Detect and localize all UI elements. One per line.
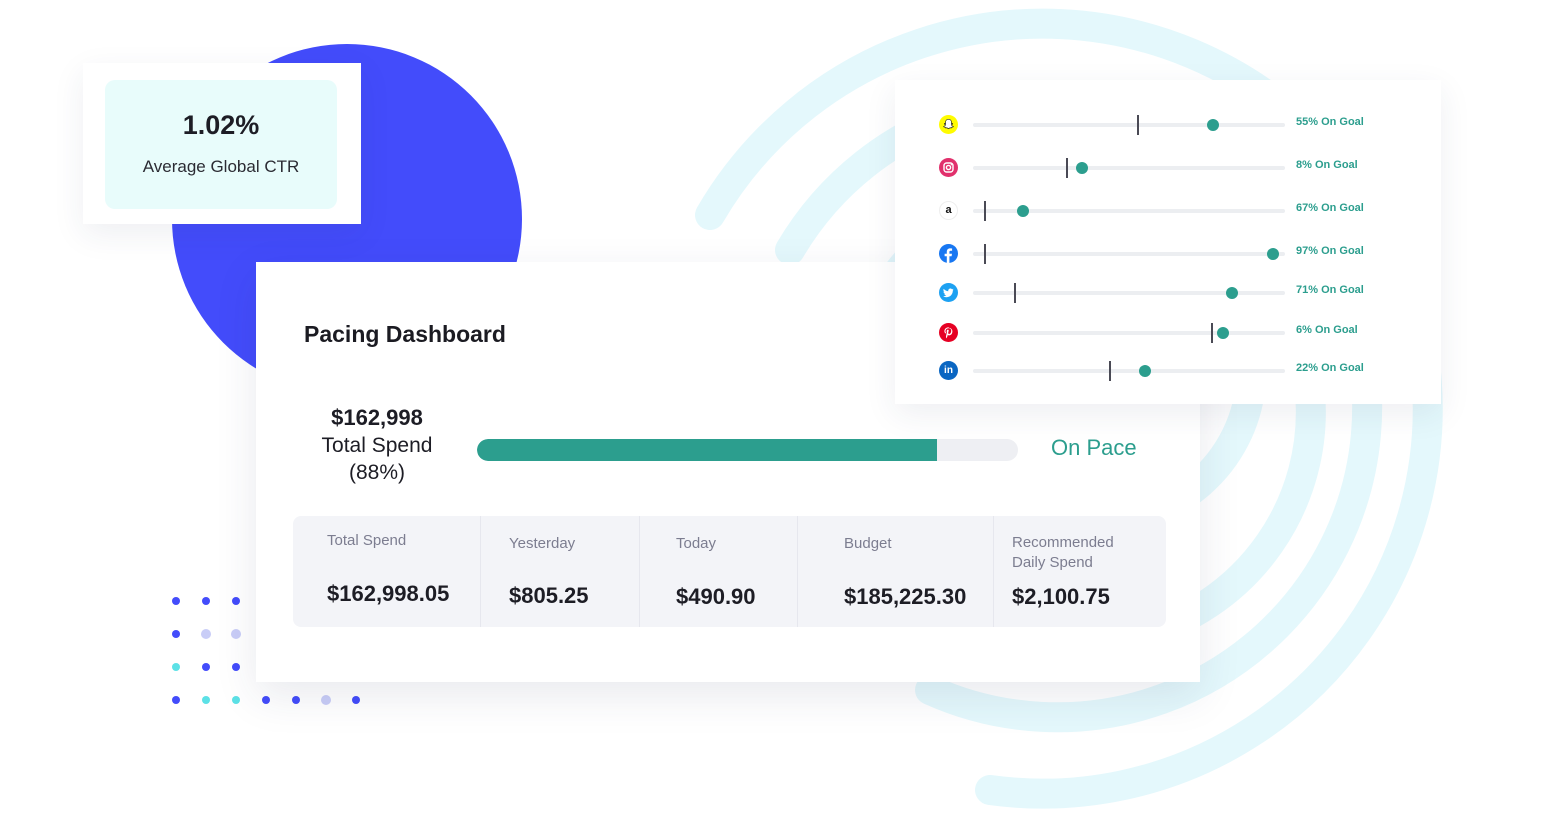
target-marker: [984, 244, 987, 264]
facebook-icon: [939, 244, 958, 263]
channel-row-facebook: 97% On Goal: [895, 238, 1441, 268]
amazon-icon: a: [939, 201, 958, 220]
ctr-value: 1.02%: [182, 110, 260, 140]
goal-label: 8% On Goal: [1296, 159, 1358, 171]
goal-label: 71% On Goal: [1296, 284, 1364, 296]
goal-label: 97% On Goal: [1296, 245, 1364, 257]
ctr-highlight: 1.02% Average Global CTR: [105, 80, 337, 209]
ctr-label: Average Global CTR: [142, 157, 300, 176]
spend-progress-fill: [477, 439, 937, 461]
channel-pacing-track: [973, 283, 1285, 303]
pacing-dot: [1216, 327, 1229, 339]
stat-label: Recommended Daily Spend: [1012, 534, 1114, 571]
channel-row-instagram: 8% On Goal: [895, 152, 1441, 182]
target-marker: [1065, 158, 1068, 178]
snapchat-icon: [939, 115, 958, 134]
target-marker: [1014, 283, 1017, 303]
channel-pacing-track: [973, 244, 1285, 264]
page-title: Pacing Dashboard: [304, 321, 506, 347]
stat-value: $805.25: [509, 583, 589, 608]
pace-status-label: On Pace: [1051, 435, 1137, 460]
pinterest-icon: [939, 323, 958, 342]
total-spend-amount: $162,998: [331, 405, 423, 430]
stat-label: Budget: [844, 535, 892, 552]
target-marker: [1137, 115, 1140, 135]
channel-pacing-track: [973, 361, 1285, 381]
channel-row-linkedin: in 22% On Goal: [895, 355, 1441, 385]
channel-row-pinterest: 6% On Goal: [895, 317, 1441, 347]
instagram-icon: [939, 158, 958, 177]
stat-today: Today $490.90: [639, 516, 798, 627]
stat-value: $2,100.75: [1012, 584, 1110, 609]
pacing-dot: [1138, 365, 1151, 377]
channel-pacing-track: [973, 323, 1285, 343]
goal-label: 55% On Goal: [1296, 116, 1364, 128]
total-spend-summary: $162,998 Total Spend (88%): [296, 404, 458, 486]
pacing-dot: [1076, 162, 1089, 174]
stat-recommended-daily-spend: Recommended Daily Spend $2,100.75: [993, 516, 1167, 627]
twitter-icon: [939, 283, 958, 302]
stat-yesterday: Yesterday $805.25: [480, 516, 640, 627]
stat-label: Total Spend: [327, 532, 407, 549]
total-spend-percent: (88%): [348, 461, 406, 484]
ctr-card: 1.02% Average Global CTR: [83, 63, 361, 224]
spend-stats-panel: Total Spend $162,998.05 Yesterday $805.2…: [293, 516, 1166, 627]
goal-label: 67% On Goal: [1296, 202, 1364, 214]
goal-label: 6% On Goal: [1296, 324, 1358, 336]
target-marker: [1109, 361, 1112, 381]
channel-pacing-card: 55% On Goal 8% On Goal a 67% On Goal 97%…: [895, 80, 1441, 404]
stat-label: Today: [676, 535, 717, 552]
total-spend-label: Total Spend: [321, 434, 433, 457]
channel-row-twitter: 71% On Goal: [895, 277, 1441, 307]
channel-row-amazon: a 67% On Goal: [895, 195, 1441, 225]
linkedin-icon: in: [939, 361, 958, 380]
target-marker: [984, 201, 987, 221]
stat-value: $162,998.05: [327, 581, 450, 606]
stat-total-spend: Total Spend $162,998.05: [293, 516, 480, 627]
channel-pacing-track: [973, 115, 1285, 135]
pacing-dashboard-card: Pacing Dashboard $162,998 Total Spend (8…: [256, 262, 1200, 682]
goal-label: 22% On Goal: [1296, 362, 1364, 374]
stat-value: $185,225.30: [844, 584, 967, 609]
pacing-dot: [1266, 248, 1279, 260]
channel-pacing-track: [973, 201, 1285, 221]
target-marker: [1210, 323, 1213, 343]
pacing-dot: [1016, 205, 1029, 217]
channel-pacing-track: [973, 158, 1285, 178]
pacing-dot: [1225, 287, 1238, 299]
stat-budget: Budget $185,225.30: [797, 516, 994, 627]
stat-value: $490.90: [676, 584, 756, 609]
channel-row-snapchat: 55% On Goal: [895, 109, 1441, 139]
stat-label: Yesterday: [509, 535, 576, 552]
spend-progress-bar: [477, 439, 1018, 461]
pacing-dot: [1207, 119, 1220, 131]
